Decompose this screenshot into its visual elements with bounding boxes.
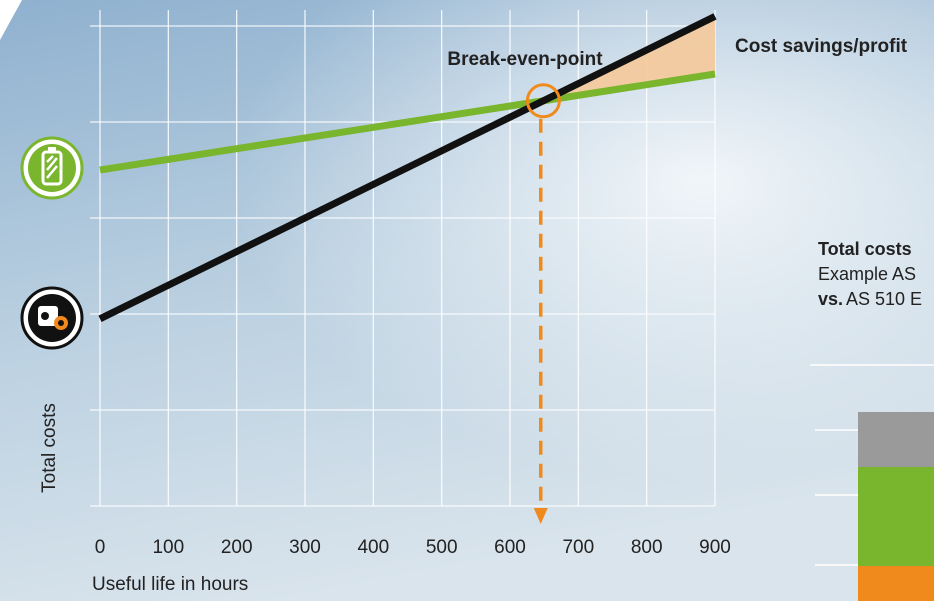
x-tick-label: 700 bbox=[562, 537, 594, 558]
x-tick-label: 300 bbox=[289, 537, 321, 558]
break-even-marker bbox=[525, 83, 561, 119]
arrow-head bbox=[533, 508, 548, 524]
plot: 0 100 200 300 400 500 600 700 800 900 bbox=[90, 10, 731, 558]
engine-icon bbox=[20, 286, 84, 350]
side-text: AS 510 E bbox=[846, 289, 922, 309]
battery-icon bbox=[20, 136, 84, 200]
corner bbox=[0, 0, 22, 40]
side-text-bold: vs. bbox=[818, 289, 843, 309]
x-tick-label: 400 bbox=[357, 537, 389, 558]
series-line bbox=[98, 13, 717, 322]
x-tick-label: 900 bbox=[699, 537, 731, 558]
x-axis-label: Useful life in hours bbox=[92, 574, 248, 595]
side-heading: Total costs bbox=[818, 239, 912, 259]
series-line bbox=[99, 70, 716, 174]
x-tick-label: 500 bbox=[426, 537, 458, 558]
x-tick-label: 800 bbox=[631, 537, 663, 558]
annotation: Cost savings/profit bbox=[735, 36, 908, 57]
y-axis-label: Total costs bbox=[39, 403, 60, 493]
x-tick-label: 200 bbox=[221, 537, 253, 558]
x-tick-label: 0 bbox=[95, 537, 106, 558]
break-even-label: Break-even-point bbox=[447, 49, 603, 70]
side-text: Example AS bbox=[818, 264, 916, 284]
x-tick-label: 600 bbox=[494, 537, 526, 558]
x-tick-label: 100 bbox=[152, 537, 184, 558]
side-bar bbox=[810, 364, 934, 601]
